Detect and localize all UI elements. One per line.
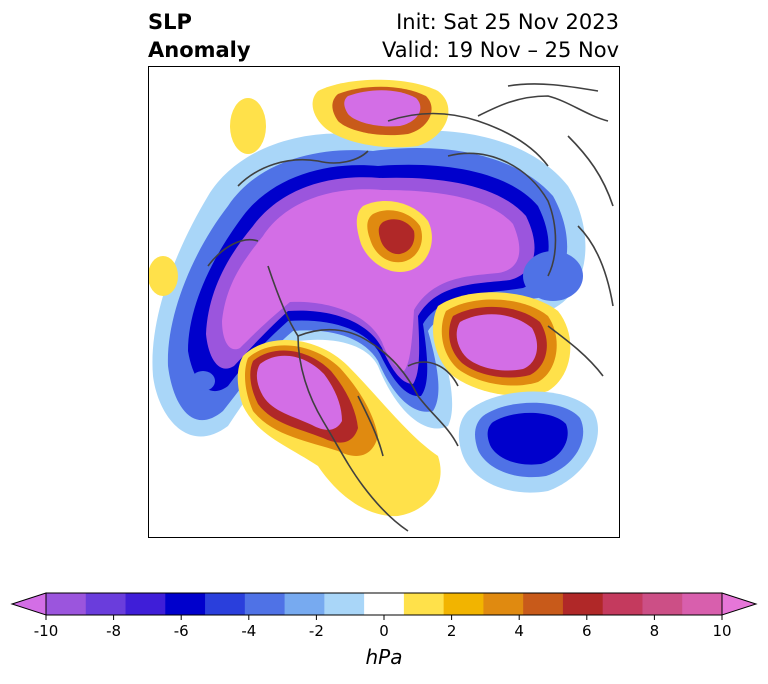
colorbar-segments bbox=[10, 592, 758, 616]
map-title: SLP Anomaly bbox=[148, 8, 251, 64]
colorbar-segment bbox=[523, 593, 564, 615]
colorbar-tick-label: 6 bbox=[582, 622, 592, 640]
colorbar-tick-label: 4 bbox=[514, 622, 524, 640]
colorbar-segment bbox=[602, 593, 643, 615]
colorbar-segment bbox=[165, 593, 206, 615]
colorbar-tick-label: -6 bbox=[173, 622, 189, 640]
colorbar-segment bbox=[125, 593, 166, 615]
anomaly-map bbox=[148, 66, 620, 538]
colorbar-tick-label: 8 bbox=[649, 622, 660, 640]
colorbar-extend-high bbox=[721, 592, 758, 616]
colorbar-tick-label: -2 bbox=[308, 622, 324, 640]
title-line-2: Anomaly bbox=[148, 38, 251, 62]
colorbar-segment bbox=[85, 593, 127, 615]
colorbar-tick-label: 10 bbox=[712, 622, 732, 640]
colorbar-tick-label: -8 bbox=[106, 622, 122, 640]
colorbar-segment bbox=[403, 593, 445, 615]
colorbar-segment bbox=[324, 593, 365, 615]
colorbar bbox=[10, 592, 758, 620]
colorbar-segment bbox=[46, 593, 87, 615]
colorbar-segment bbox=[284, 593, 325, 615]
colorbar-segment bbox=[483, 593, 524, 615]
colorbar-tick-label: 2 bbox=[446, 622, 457, 640]
colorbar-segment bbox=[244, 593, 286, 615]
coastline-overlay bbox=[207, 83, 614, 532]
colorbar-extend-low bbox=[10, 592, 47, 616]
colorbar-segment bbox=[642, 593, 683, 615]
colorbar-segment bbox=[682, 593, 723, 615]
colorbar-tick-label: -4 bbox=[241, 622, 257, 640]
colorbar-tick-label: 0 bbox=[379, 622, 389, 640]
colorbar-segment bbox=[443, 593, 484, 615]
colorbar-segment bbox=[364, 593, 405, 615]
valid-range: Valid: 19 Nov – 25 Nov bbox=[382, 38, 619, 62]
colorbar-segment bbox=[205, 593, 246, 615]
title-line-1: SLP bbox=[148, 10, 192, 34]
colorbar-segment bbox=[562, 593, 604, 615]
date-info: Init: Sat 25 Nov 2023 Valid: 19 Nov – 25… bbox=[382, 8, 619, 64]
init-date: Init: Sat 25 Nov 2023 bbox=[396, 10, 619, 34]
colorbar-unit: hPa bbox=[365, 645, 403, 669]
colorbar-tick-label: -10 bbox=[33, 622, 59, 640]
colorbar-ticks bbox=[45, 615, 723, 620]
